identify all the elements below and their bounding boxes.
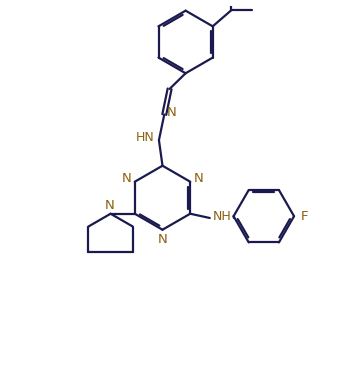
Text: N: N [158, 233, 167, 246]
Text: N: N [122, 172, 132, 185]
Text: N: N [193, 172, 203, 185]
Text: HN: HN [136, 131, 155, 144]
Text: N: N [105, 199, 115, 212]
Text: NH: NH [213, 210, 232, 223]
Text: N: N [167, 106, 177, 119]
Text: F: F [301, 210, 308, 223]
